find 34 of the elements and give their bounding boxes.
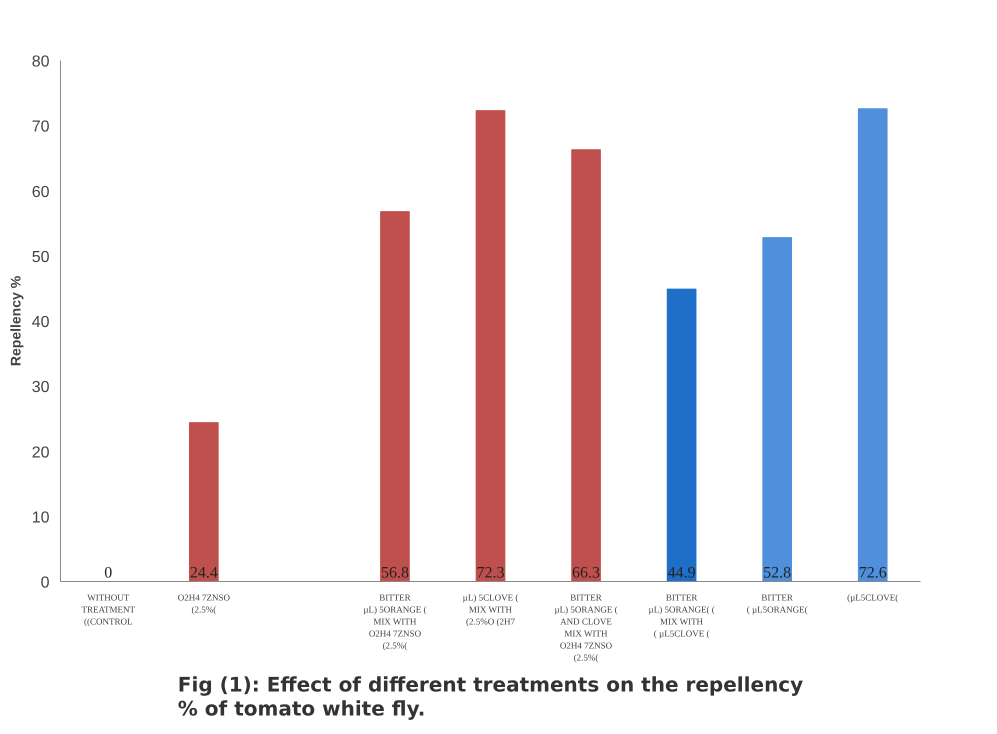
x-tick-label: µL) 5CLOVE ( MIX WITH (2.5%O (2H7 (462, 592, 518, 626)
x-tick-label: WITHOUT TREATMENT ((CONTROL (82, 592, 136, 626)
x-tick-label: BITTER ( µL5ORANGE( (746, 592, 808, 614)
y-tick-label: 70 (32, 118, 50, 136)
data-label: 72.6 (858, 564, 887, 582)
x-tick-label: BITTER µL) 5ORANGE ( AND CLOVE MIX WITH O2H4 7ZNSO (2.5%( (554, 592, 618, 662)
bar (380, 211, 410, 582)
y-tick-label: 0 (40, 574, 50, 592)
data-label: 72.3 (476, 564, 504, 582)
data-label: 66.3 (572, 564, 600, 582)
data-label: 24.4 (190, 564, 218, 582)
y-tick-label: 50 (32, 248, 50, 266)
y-tick-label: 80 (32, 54, 50, 70)
y-axis-title: Repellency % (8, 275, 24, 366)
text: Fig (1): Effect of different treatments on the repellency % of tomato white fly. (178, 672, 804, 720)
y-tick-label: 60 (32, 184, 50, 201)
x-tick-label: BITTER µL) 5ORANGE( ( MIX WITH ( µL5CLOVE ( (648, 592, 715, 638)
data-label: 56.8 (380, 564, 409, 582)
x-tick-label: O2H4 7ZNSO (2.5%( (178, 592, 230, 614)
x-tick-label: BITTER µL) 5ORANGE ( MIX WITH O2H4 7ZNSO (2.5%( (363, 592, 427, 650)
bar (762, 237, 792, 582)
bar (666, 288, 696, 582)
bar (571, 149, 601, 582)
x-tick-label: (µL5CLOVE( (847, 592, 898, 602)
data-label: 0 (104, 564, 112, 582)
data-label: 44.9 (668, 564, 696, 582)
bar (189, 422, 219, 582)
y-tick-label: 40 (32, 314, 50, 331)
bar (858, 108, 888, 582)
bar (476, 110, 506, 582)
data-label: 52.8 (763, 564, 792, 582)
y-tick-label: 20 (32, 444, 50, 462)
y-tick-label: 10 (32, 509, 50, 526)
y-tick-label: 30 (32, 379, 50, 396)
